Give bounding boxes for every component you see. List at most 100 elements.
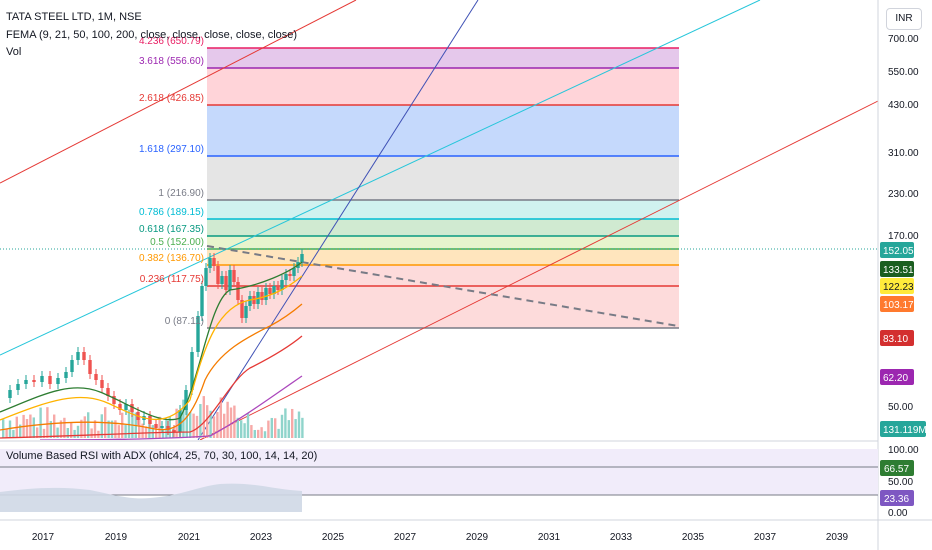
price-badge xyxy=(880,369,914,385)
ema-200-line xyxy=(39,375,303,440)
time-axis-label: 2035 xyxy=(682,532,705,543)
volume-bar xyxy=(63,417,66,438)
volume-bar xyxy=(209,410,212,438)
price-axis-tick: 430.00 xyxy=(888,100,919,111)
candle-body xyxy=(178,410,182,432)
volume-bar xyxy=(151,425,154,438)
volume-bar xyxy=(5,428,8,438)
volume-bar xyxy=(253,429,256,438)
time-axis-label: 2017 xyxy=(32,532,55,543)
rsi-indicator-label[interactable]: Volume Based RSI with ADX (ohlc4, 25, 70… xyxy=(6,450,318,462)
candle-body xyxy=(212,258,216,266)
price-badge-label: 133.51 xyxy=(883,265,914,276)
volume-bar xyxy=(274,418,277,438)
fib-level-label: 1.618 (297.10) xyxy=(139,144,204,155)
rsi-badge xyxy=(880,490,914,506)
candle-body xyxy=(130,404,134,412)
time-axis-label: 2033 xyxy=(610,532,633,543)
volume-bar xyxy=(280,414,284,438)
ema-21-line xyxy=(0,275,303,421)
fib-band-6 xyxy=(207,236,679,249)
price-axis-tick: 50.00 xyxy=(888,402,913,413)
price-badge-label: 152.05 xyxy=(883,246,914,257)
price-badge-label: 122.23 xyxy=(883,282,914,293)
volume-label[interactable]: Vol xyxy=(6,46,22,58)
volume-bar xyxy=(70,422,73,438)
volume-bar xyxy=(195,415,199,438)
volume-bar xyxy=(161,429,165,438)
price-axis-tick: 700.00 xyxy=(888,34,919,45)
fib-level-label: 0.382 (136.70) xyxy=(139,253,204,264)
candle-body xyxy=(268,288,272,294)
time-axis-label: 2039 xyxy=(826,532,849,543)
rsi-axis-tick: 100.00 xyxy=(888,445,919,456)
volume-bar xyxy=(87,412,90,438)
volume-bar xyxy=(243,423,246,438)
candle-body xyxy=(76,352,80,360)
candle-body xyxy=(70,360,74,372)
fib-band-9 xyxy=(207,286,679,328)
candle-body xyxy=(172,430,176,432)
volume-bar xyxy=(117,425,120,438)
candle-body xyxy=(190,352,194,390)
volume-bar xyxy=(267,420,270,438)
upper-channel-line xyxy=(0,0,357,184)
volume-bar xyxy=(277,428,280,438)
main-pane xyxy=(0,0,878,440)
candle-body xyxy=(48,376,52,384)
candle-body xyxy=(216,266,220,284)
currency-button[interactable]: INR xyxy=(886,8,922,30)
price-badge-label: 103.17 xyxy=(883,300,914,311)
candle-body xyxy=(276,286,280,290)
volume-bar xyxy=(155,431,158,438)
rsi-axis-tick: 0.00 xyxy=(888,508,908,519)
volume-bar xyxy=(202,396,205,438)
candle-body xyxy=(260,292,264,300)
fema-indicator-label[interactable]: FEMA (9, 21, 50, 100, 200, close, close,… xyxy=(6,29,298,41)
fib-band-5 xyxy=(207,219,679,236)
candle-body xyxy=(32,380,36,382)
volume-bar xyxy=(287,420,290,438)
price-badge xyxy=(880,296,914,312)
candle-body xyxy=(100,380,104,388)
volume-bar xyxy=(121,412,124,438)
volume-bar xyxy=(294,419,297,438)
candle-body xyxy=(248,296,252,306)
fib-level-label: 0.236 (117.75) xyxy=(140,274,204,285)
candle-body xyxy=(292,268,296,276)
volume-bar xyxy=(42,428,46,438)
fib-band-2 xyxy=(207,105,679,156)
candle-body xyxy=(124,404,128,410)
volume-bar xyxy=(212,416,216,438)
volume-bar xyxy=(59,420,63,438)
lower-channel-line xyxy=(199,100,878,440)
symbol-title[interactable]: TATA STEEL LTD, 1M, NSE xyxy=(6,11,142,23)
rsi-badge xyxy=(880,460,914,476)
fib-level-label: 0 (87.11) xyxy=(165,316,204,327)
candle-body xyxy=(280,280,284,290)
price-badge-label: 62.20 xyxy=(883,373,908,384)
candle-body xyxy=(24,380,28,384)
volume-bar xyxy=(185,400,188,438)
volume-bar xyxy=(257,429,260,438)
fib-band-8 xyxy=(207,265,679,286)
ema-100-line xyxy=(0,335,303,439)
volume-bar xyxy=(56,427,59,438)
volume-bar xyxy=(2,419,5,438)
candle-body xyxy=(56,378,60,384)
volume-bar xyxy=(107,420,110,438)
fib-band-0 xyxy=(207,48,679,68)
candle-body xyxy=(288,274,292,276)
volume-bar xyxy=(76,425,80,438)
fib-band-3 xyxy=(207,156,679,200)
candle-body xyxy=(8,390,12,398)
fib-level-label: 0.618 (167.35) xyxy=(139,224,204,235)
candle-body xyxy=(204,268,208,286)
volume-bar xyxy=(236,417,239,438)
time-axis-label: 2023 xyxy=(250,532,273,543)
candle-body xyxy=(106,388,110,396)
volume-bar xyxy=(141,423,144,438)
ema-50-line xyxy=(0,303,303,431)
